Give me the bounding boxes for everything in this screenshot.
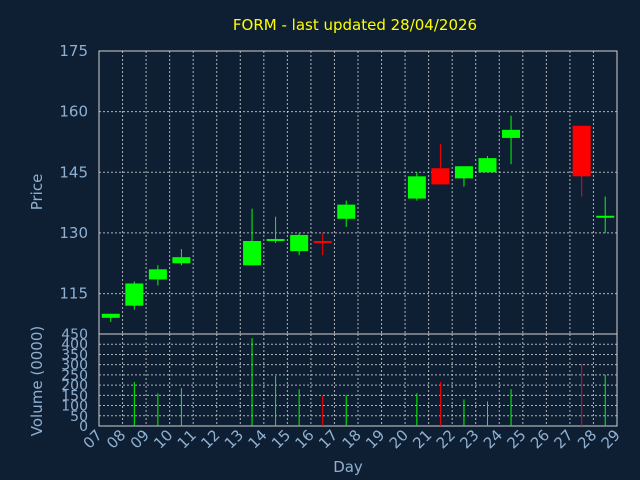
candle-body <box>431 168 450 185</box>
candle-body <box>243 241 262 266</box>
candle-body <box>407 176 426 199</box>
x-tick-label: 27 <box>551 426 577 452</box>
chart-title: FORM - last updated 28/04/2026 <box>233 16 477 34</box>
candle-body <box>125 283 144 306</box>
volume-tick-label: 450 <box>61 327 88 343</box>
x-tick-label: 21 <box>409 426 435 452</box>
price-axis-label: Price <box>28 174 46 211</box>
candle-body <box>101 313 120 318</box>
x-tick-label: 17 <box>315 426 341 452</box>
volume-tick-label: 150 <box>61 388 88 404</box>
x-tick-label: 26 <box>527 426 553 452</box>
candle-body <box>266 238 285 242</box>
volume-tick-label: 100 <box>61 399 88 415</box>
x-tick-label: 18 <box>339 426 365 452</box>
x-axis-label: Day <box>333 458 363 476</box>
x-tick-label: 19 <box>362 426 388 452</box>
candle-body <box>478 158 497 173</box>
x-tick-label: 29 <box>598 426 624 452</box>
price-panel: 115 130 145 160 175 <box>59 42 618 335</box>
x-tick-label: 28 <box>574 426 600 452</box>
x-tick-label: 13 <box>221 426 247 452</box>
price-tick-label: 145 <box>59 163 88 181</box>
x-tick-label: 25 <box>503 426 529 452</box>
volume-tick-label: 350 <box>61 347 88 363</box>
volume-tick-label: 200 <box>61 378 88 394</box>
price-tick-label: 130 <box>59 224 88 242</box>
x-tick-label: 08 <box>103 426 129 452</box>
x-tick-label: 23 <box>456 426 482 452</box>
candle-body <box>502 129 521 138</box>
x-axis: 0708091011121314151617181920212223242526… <box>80 426 624 452</box>
candle-body <box>454 166 473 179</box>
x-tick-label: 24 <box>480 426 506 452</box>
volume-axis-label: Volume (0000) <box>28 326 46 436</box>
candle-body <box>148 269 167 280</box>
volume-tick-label: 50 <box>70 409 88 425</box>
volume-tick-label: 300 <box>61 358 88 374</box>
volume-tick-label: 400 <box>61 337 88 353</box>
x-tick-label: 10 <box>150 426 176 452</box>
x-tick-label: 12 <box>197 426 223 452</box>
x-tick-label: 22 <box>433 426 459 452</box>
volume-frame <box>98 333 618 427</box>
candle-body <box>596 215 615 218</box>
x-tick-label: 11 <box>174 426 200 452</box>
volume-tick-label: 0 <box>79 419 88 435</box>
candle-body <box>337 204 356 219</box>
candle-body <box>172 257 191 264</box>
volume-tick-label: 250 <box>61 368 88 384</box>
candle-body <box>290 234 309 252</box>
x-tick-label: 14 <box>244 426 270 452</box>
x-tick-label: 20 <box>386 426 412 452</box>
x-tick-label: 16 <box>292 426 318 452</box>
price-tick-label: 115 <box>59 285 88 303</box>
price-tick-label: 175 <box>59 42 88 60</box>
x-tick-label: 09 <box>127 426 153 452</box>
candle-body <box>572 125 591 177</box>
x-tick-label: 15 <box>268 426 294 452</box>
candle-body <box>313 241 332 244</box>
price-tick-label: 160 <box>59 103 88 121</box>
